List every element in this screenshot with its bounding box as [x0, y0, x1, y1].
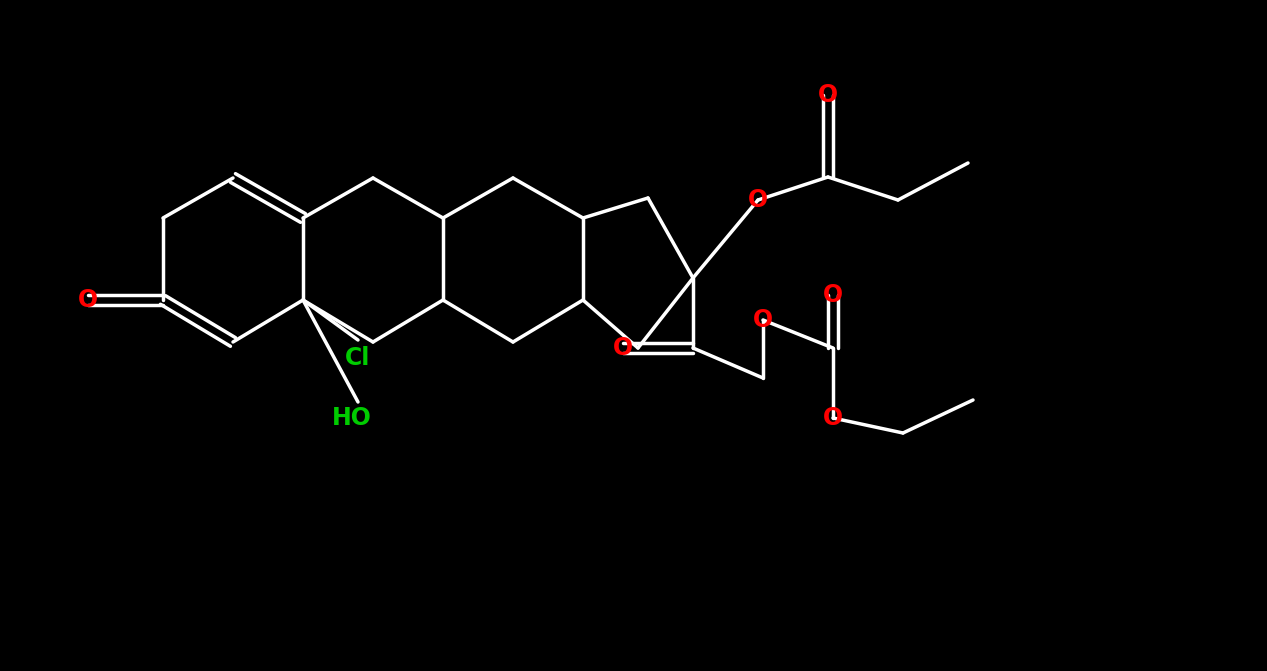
Text: O: O [79, 288, 98, 312]
Text: O: O [613, 336, 634, 360]
Text: O: O [748, 188, 768, 212]
Text: HO: HO [332, 406, 372, 430]
Text: O: O [824, 406, 843, 430]
Text: O: O [753, 308, 773, 332]
Text: O: O [818, 83, 837, 107]
Text: Cl: Cl [346, 346, 371, 370]
Text: O: O [824, 283, 843, 307]
